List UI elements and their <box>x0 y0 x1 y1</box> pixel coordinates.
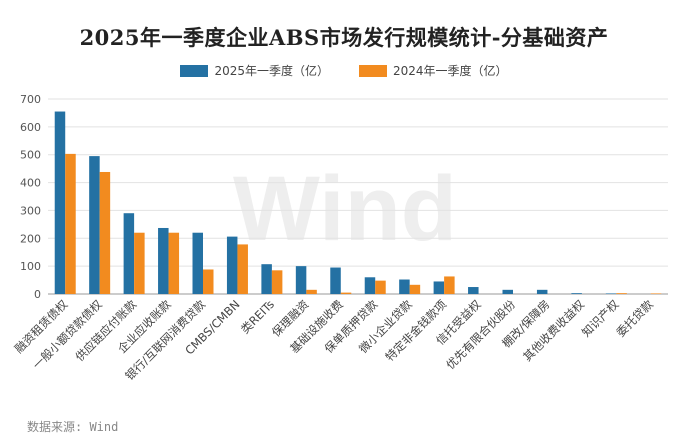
bar-2025[interactable] <box>226 236 238 294</box>
y-tick-label: 500 <box>20 149 41 162</box>
y-axis-ticks: 0 100 200 300 400 500 600 700 <box>20 93 41 301</box>
y-tick-label: 300 <box>20 204 41 217</box>
bar-2025[interactable] <box>330 267 341 294</box>
bar-2024[interactable] <box>340 292 352 294</box>
bar-2025[interactable] <box>261 264 272 294</box>
bar-2025[interactable] <box>433 281 445 294</box>
legend-swatch-2024 <box>359 64 387 77</box>
legend-swatch-2025 <box>180 64 209 77</box>
legend-item-2024[interactable]: 2024年一季度（亿） <box>359 62 508 79</box>
bar-2025[interactable] <box>468 287 479 294</box>
x-axis-labels: 融资租赁债权一般小额贷款债权供应链应付账款企业应收账款银行/互联网消费贷款CMB… <box>12 297 657 383</box>
legend-label-2024: 2024年一季度（亿） <box>393 64 508 78</box>
chart-title: 2025年一季度企业ABS市场发行规模统计-分基础资产 <box>79 25 609 50</box>
bars <box>54 111 662 295</box>
bar-2025[interactable] <box>192 232 204 294</box>
legend-label-2025: 2025年一季度（亿） <box>214 64 329 78</box>
bar-2024[interactable] <box>650 293 662 294</box>
x-tick-label: 知识产权 <box>579 297 622 340</box>
x-tick-label: 其他收费收益权 <box>520 297 587 364</box>
bar-2025[interactable] <box>295 266 307 294</box>
bar-2024[interactable] <box>168 232 180 294</box>
bar-2024[interactable] <box>444 276 455 294</box>
y-tick-label: 200 <box>20 232 41 245</box>
bar-2025[interactable] <box>399 279 410 294</box>
bar-2025[interactable] <box>123 213 135 294</box>
y-tick-label: 700 <box>20 93 41 106</box>
x-tick-label: 委托贷款 <box>613 297 656 340</box>
bar-2024[interactable] <box>409 284 421 294</box>
bar-2024[interactable] <box>375 280 386 294</box>
y-tick-label: 400 <box>20 177 41 190</box>
bar-2024[interactable] <box>616 293 627 294</box>
bar-2024[interactable] <box>65 153 76 294</box>
legend-item-2025[interactable]: 2025年一季度（亿） <box>180 62 329 79</box>
bar-2025[interactable] <box>605 293 617 294</box>
bar-2025[interactable] <box>54 111 66 295</box>
bar-2024[interactable] <box>271 270 283 294</box>
y-tick-label: 600 <box>20 121 41 134</box>
source-note: 数据来源: Wind <box>27 420 119 434</box>
y-tick-label: 100 <box>20 260 41 273</box>
bar-2024[interactable] <box>306 289 317 294</box>
bar-2025[interactable] <box>89 156 100 294</box>
bar-2025[interactable] <box>364 277 376 294</box>
bar-2025[interactable] <box>502 289 514 294</box>
y-tick-label: 0 <box>34 288 41 301</box>
legend: 2025年一季度（亿） 2024年一季度（亿） <box>0 62 688 79</box>
bar-2024[interactable] <box>237 244 248 294</box>
bar-2025[interactable] <box>158 227 169 294</box>
grid-lines <box>48 98 668 295</box>
bar-2024[interactable] <box>203 269 214 294</box>
bar-2025[interactable] <box>536 289 548 294</box>
bar-2024[interactable] <box>99 171 111 294</box>
watermark: Wind <box>233 158 457 260</box>
bar-2025[interactable] <box>571 293 582 294</box>
bar-2024[interactable] <box>134 232 145 294</box>
